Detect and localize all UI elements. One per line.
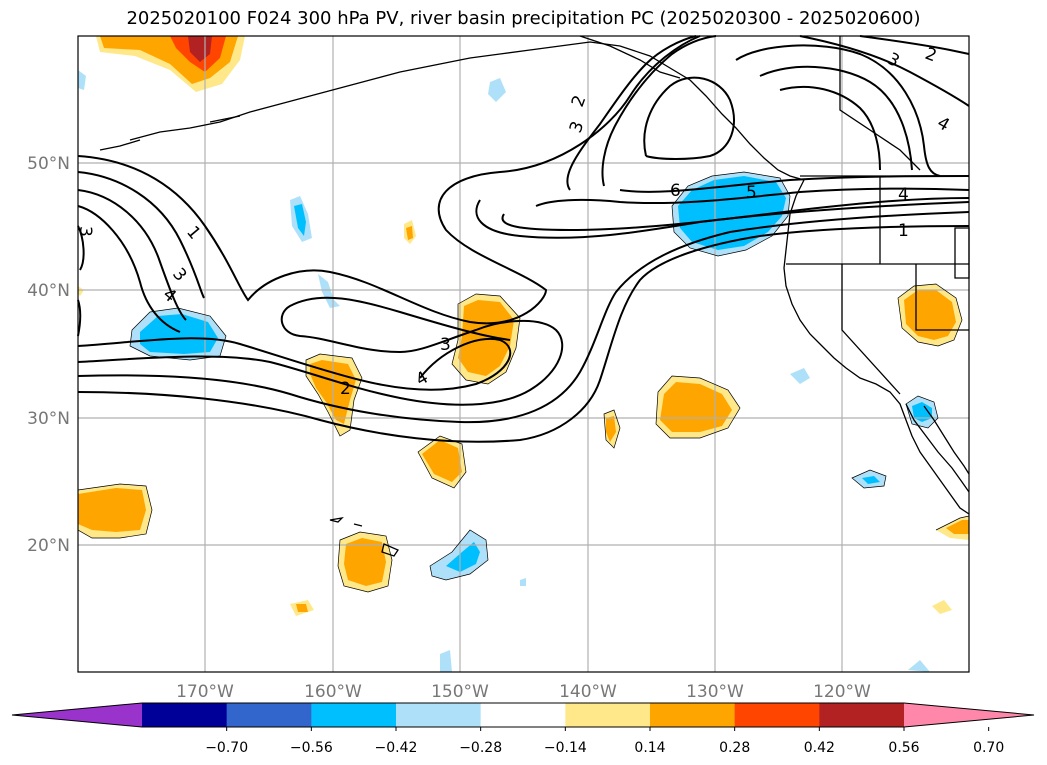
precip-blob [78, 70, 86, 90]
colorbar-label: −0.28 [459, 740, 502, 756]
precip-blob [912, 402, 932, 422]
lon-label: 120°W [813, 682, 871, 702]
colorbar-label: −0.70 [205, 740, 248, 756]
colorbar [11, 702, 1035, 728]
precip-blob [606, 416, 616, 442]
precip-blob [908, 660, 930, 672]
lat-label: 50°N [27, 154, 70, 174]
precip-blob [188, 36, 212, 62]
precip-blob [406, 226, 413, 240]
lon-label: 170°W [176, 682, 234, 702]
precip-blob [318, 274, 340, 308]
precip-outlines [77, 171, 970, 593]
precip-blob [932, 600, 952, 614]
map-title: 2025020100 F024 300 hPa PV, river basin … [126, 8, 921, 29]
colorbar-extend-low [12, 703, 142, 727]
lon-label: 150°W [431, 682, 489, 702]
lon-label: 140°W [559, 682, 617, 702]
precip-blob [790, 368, 810, 384]
lon-label: 160°W [304, 682, 362, 702]
precip-blob [520, 578, 526, 586]
contour-label: 4 [898, 185, 909, 205]
colorbar-segment [565, 703, 651, 727]
colorbar-extend-high [904, 703, 1034, 727]
precip-blob [946, 520, 969, 534]
contour-label: 3 [75, 226, 95, 237]
contour-label: 5 [746, 183, 757, 203]
contour-label: 3 [566, 119, 588, 136]
precip-blob [422, 440, 462, 482]
longitude-labels: 170°W 160°W 150°W 140°W 130°W 120°W [176, 682, 871, 702]
contour-label: 6 [670, 181, 681, 201]
precip-blob [78, 286, 84, 296]
colorbar-label: 0.56 [888, 740, 919, 756]
precip-blob [862, 476, 880, 484]
contour-label: 4 [934, 113, 953, 136]
precip-blob [440, 650, 452, 672]
precip-shading [78, 36, 969, 672]
contour-label: 2 [922, 44, 939, 66]
precip-blob [488, 78, 506, 102]
contour-label: 4 [413, 368, 432, 391]
colorbar-outline [11, 702, 1035, 728]
colorbar-label: 0.70 [973, 740, 1004, 756]
colorbar-label: 0.14 [634, 740, 665, 756]
contour-label: 1 [182, 222, 204, 243]
precip-blob [660, 382, 732, 432]
colorbar-segment [226, 703, 312, 727]
colorbar-segment [650, 703, 736, 727]
map-frame [77, 35, 970, 673]
contour-label: 3 [168, 264, 190, 285]
lon-label: 130°W [686, 682, 744, 702]
contour-label: 3 [440, 335, 451, 355]
precip-blob [344, 538, 386, 586]
precip-blob [294, 204, 306, 236]
precip-blob [78, 488, 146, 532]
contour-label: 2 [340, 379, 351, 399]
colorbar-segment [819, 703, 905, 727]
colorbar-label: −0.56 [290, 740, 333, 756]
colorbar-segment [311, 703, 397, 727]
precip-blob [140, 314, 218, 354]
colorbar-label: −0.42 [375, 740, 418, 756]
colorbar-segment [480, 703, 566, 727]
lat-label: 20°N [27, 536, 70, 556]
contour-label: 1 [898, 221, 909, 241]
contour-label: 3 [884, 49, 903, 72]
pv-contours [77, 35, 970, 443]
lat-label: 40°N [27, 281, 70, 301]
lat-label: 30°N [27, 409, 70, 429]
coastlines [99, 35, 970, 557]
precip-blob [296, 604, 308, 612]
colorbar-label: −0.14 [544, 740, 587, 756]
colorbar-label: 0.42 [804, 740, 835, 756]
colorbar-segment [396, 703, 482, 727]
precip-blob [446, 542, 480, 572]
precip-blob [678, 176, 786, 250]
latitude-labels: 50°N 40°N 30°N 20°N [27, 154, 70, 556]
contour-label: 2 [568, 93, 590, 110]
colorbar-labels: −0.70 −0.56 −0.42 −0.28 −0.14 0.14 0.28 0.42 0.5… [205, 727, 1004, 756]
colorbar-label: 0.28 [719, 740, 750, 756]
colorbar-segment [734, 703, 820, 727]
colorbar-segment [142, 703, 228, 727]
precip-blob [904, 290, 956, 340]
